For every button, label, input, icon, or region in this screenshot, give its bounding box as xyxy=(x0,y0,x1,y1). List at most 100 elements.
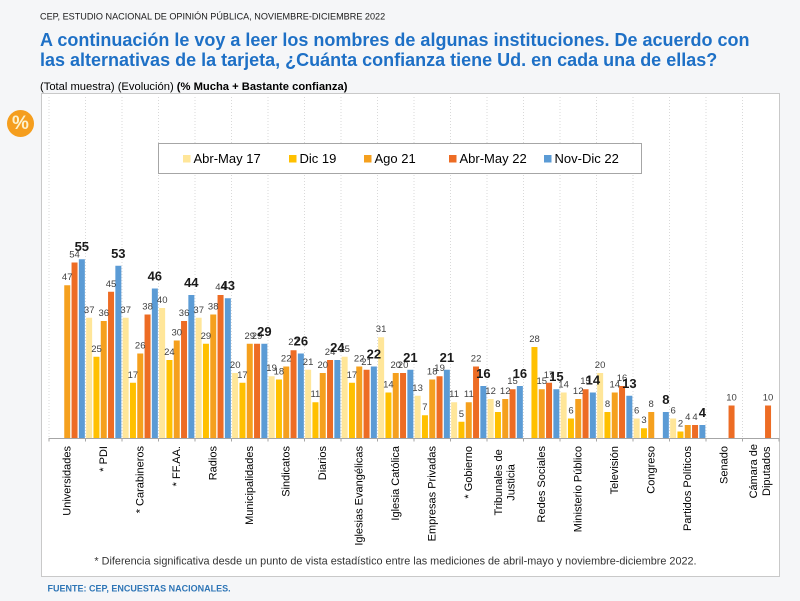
svg-text:6: 6 xyxy=(568,406,573,417)
svg-text:Cámara de: Cámara de xyxy=(748,444,760,498)
svg-text:30: 30 xyxy=(172,328,183,339)
svg-text:11: 11 xyxy=(310,389,320,400)
svg-text:Ministerio Público: Ministerio Público xyxy=(573,446,585,532)
svg-text:37: 37 xyxy=(193,305,204,316)
svg-text:19: 19 xyxy=(434,363,445,374)
svg-text:44: 44 xyxy=(184,275,199,290)
svg-text:38: 38 xyxy=(208,302,219,313)
svg-text:15: 15 xyxy=(507,376,518,387)
svg-text:4: 4 xyxy=(685,412,690,423)
svg-text:5: 5 xyxy=(459,409,464,420)
svg-text:26: 26 xyxy=(135,341,146,352)
svg-text:43: 43 xyxy=(221,278,235,293)
svg-text:Radios: Radios xyxy=(207,446,219,481)
svg-text:28: 28 xyxy=(529,334,540,345)
svg-text:29: 29 xyxy=(201,331,212,342)
svg-text:Televisión: Televisión xyxy=(609,446,621,494)
svg-text:3: 3 xyxy=(641,415,646,426)
svg-text:21: 21 xyxy=(361,357,372,368)
svg-text:6: 6 xyxy=(670,406,675,417)
svg-text:24: 24 xyxy=(330,340,345,355)
svg-text:20: 20 xyxy=(391,360,402,371)
svg-text:27: 27 xyxy=(288,337,299,348)
svg-text:55: 55 xyxy=(75,239,89,254)
svg-text:21: 21 xyxy=(440,350,454,365)
svg-text:* FF.AA.: * FF.AA. xyxy=(171,446,183,486)
svg-text:Diarios: Diarios xyxy=(317,446,329,481)
svg-text:20: 20 xyxy=(230,360,241,371)
svg-text:19: 19 xyxy=(266,363,277,374)
svg-text:Nov-Dic 22: Nov-Dic 22 xyxy=(555,151,619,166)
svg-text:* Carabineros: * Carabineros xyxy=(134,446,146,514)
svg-text:13: 13 xyxy=(412,383,423,394)
svg-text:14: 14 xyxy=(558,380,569,391)
svg-text:40: 40 xyxy=(157,295,168,306)
svg-text:Redes Sociales: Redes Sociales xyxy=(536,446,548,523)
svg-text:Ago 21: Ago 21 xyxy=(375,151,416,166)
svg-text:Municipalidades: Municipalidades xyxy=(244,446,256,525)
svg-text:24: 24 xyxy=(325,347,336,358)
svg-text:44: 44 xyxy=(215,282,226,293)
svg-text:* Diferencia significativa des: * Diferencia significativa desde un punt… xyxy=(94,556,696,568)
svg-text:14: 14 xyxy=(383,380,394,391)
svg-text:* PDI: * PDI xyxy=(98,446,110,472)
svg-text:29: 29 xyxy=(245,331,256,342)
svg-text:Iglesia Católica: Iglesia Católica xyxy=(390,445,402,520)
svg-text:4: 4 xyxy=(699,405,707,420)
svg-text:22: 22 xyxy=(281,354,292,365)
svg-text:22: 22 xyxy=(367,347,381,362)
svg-text:16: 16 xyxy=(513,366,527,381)
svg-text:20: 20 xyxy=(318,360,329,371)
svg-text:8: 8 xyxy=(649,399,654,410)
svg-text:18: 18 xyxy=(427,367,438,378)
svg-text:21: 21 xyxy=(303,357,314,368)
svg-text:26: 26 xyxy=(294,334,308,349)
svg-text:17: 17 xyxy=(347,370,358,381)
svg-text:6: 6 xyxy=(634,406,639,417)
svg-text:29: 29 xyxy=(252,331,263,342)
svg-text:12: 12 xyxy=(500,386,511,397)
svg-text:Congreso: Congreso xyxy=(646,446,658,494)
svg-text:CEP, ESTUDIO NACIONAL DE OPINI: CEP, ESTUDIO NACIONAL DE OPINIÓN PÚBLICA… xyxy=(40,11,385,21)
svg-text:Empresas Privadas: Empresas Privadas xyxy=(426,446,438,542)
svg-text:11: 11 xyxy=(464,389,474,400)
svg-text:15: 15 xyxy=(537,376,548,387)
svg-text:8: 8 xyxy=(662,392,669,407)
svg-text:36: 36 xyxy=(179,308,190,319)
svg-text:22: 22 xyxy=(471,354,482,365)
svg-text:7: 7 xyxy=(422,402,427,413)
svg-text:37: 37 xyxy=(120,305,131,316)
svg-text:Tribunales de: Tribunales de xyxy=(493,449,505,515)
svg-text:17: 17 xyxy=(544,370,555,381)
svg-text:21: 21 xyxy=(403,350,417,365)
svg-text:14: 14 xyxy=(610,380,621,391)
svg-text:20: 20 xyxy=(398,360,409,371)
svg-text:FUENTE: CEP, ENCUESTAS NACIONA: FUENTE: CEP, ENCUESTAS NACIONALES. xyxy=(48,584,231,594)
svg-text:14: 14 xyxy=(586,373,601,388)
svg-text:16: 16 xyxy=(476,366,490,381)
svg-text:Universidades: Universidades xyxy=(62,446,74,516)
svg-text:45: 45 xyxy=(106,279,117,290)
svg-text:2: 2 xyxy=(678,419,683,430)
svg-text:18: 18 xyxy=(274,367,285,378)
svg-text:10: 10 xyxy=(726,393,737,404)
svg-text:Partidos Políticos: Partidos Políticos xyxy=(682,446,694,531)
svg-text:Dic 19: Dic 19 xyxy=(300,151,337,166)
svg-text:29: 29 xyxy=(257,324,271,339)
svg-text:53: 53 xyxy=(111,246,125,261)
svg-text:54: 54 xyxy=(69,250,80,261)
svg-text:Senado: Senado xyxy=(719,446,731,484)
svg-text:22: 22 xyxy=(354,354,365,365)
svg-text:47: 47 xyxy=(62,272,73,283)
svg-text:13: 13 xyxy=(622,376,636,391)
svg-text:12: 12 xyxy=(573,386,584,397)
svg-text:* Gobierno: * Gobierno xyxy=(463,446,475,499)
svg-text:15: 15 xyxy=(549,369,563,384)
svg-text:25: 25 xyxy=(91,344,102,355)
svg-text:Sindicatos: Sindicatos xyxy=(280,446,292,497)
svg-text:16: 16 xyxy=(617,373,628,384)
svg-text:24: 24 xyxy=(164,347,175,358)
svg-text:38: 38 xyxy=(142,302,153,313)
svg-text:17: 17 xyxy=(128,370,139,381)
svg-text:Abr-May 17: Abr-May 17 xyxy=(194,151,261,166)
